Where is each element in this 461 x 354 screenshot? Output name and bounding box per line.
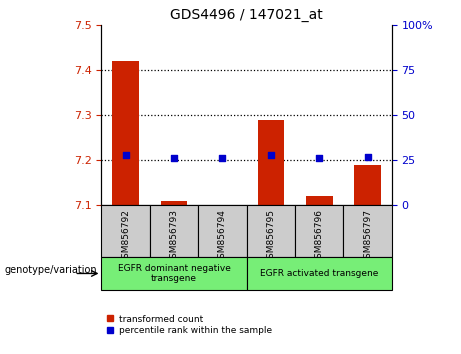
- Bar: [355, 165, 381, 205]
- Bar: [112, 61, 139, 205]
- Bar: [198, 205, 247, 257]
- Bar: [247, 205, 295, 257]
- Text: GSM856793: GSM856793: [170, 210, 178, 264]
- Bar: [295, 205, 343, 257]
- Point: [267, 152, 274, 158]
- Bar: [101, 205, 150, 257]
- Text: EGFR activated transgene: EGFR activated transgene: [260, 269, 378, 278]
- Bar: [247, 257, 392, 290]
- Bar: [343, 205, 392, 257]
- Point: [170, 155, 177, 161]
- Bar: [161, 201, 187, 205]
- Legend: transformed count, percentile rank within the sample: transformed count, percentile rank withi…: [106, 315, 272, 335]
- Point: [219, 155, 226, 161]
- Bar: [306, 196, 332, 205]
- Text: GSM856797: GSM856797: [363, 210, 372, 264]
- Text: genotype/variation: genotype/variation: [5, 265, 97, 275]
- Text: EGFR dominant negative
transgene: EGFR dominant negative transgene: [118, 264, 230, 283]
- Text: GSM856795: GSM856795: [266, 210, 275, 264]
- Title: GDS4496 / 147021_at: GDS4496 / 147021_at: [170, 8, 323, 22]
- Point: [364, 154, 371, 159]
- Bar: [150, 205, 198, 257]
- Point: [122, 152, 129, 158]
- Point: [315, 155, 323, 161]
- Text: GSM856794: GSM856794: [218, 210, 227, 264]
- Text: GSM856796: GSM856796: [315, 210, 324, 264]
- Bar: [258, 120, 284, 205]
- Text: GSM856792: GSM856792: [121, 210, 130, 264]
- Bar: [101, 257, 247, 290]
